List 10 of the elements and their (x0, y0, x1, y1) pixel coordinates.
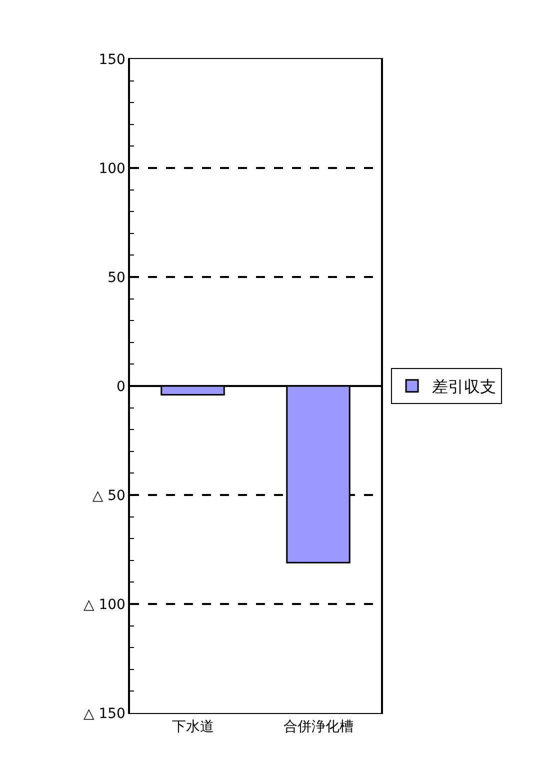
legend-label: 差引収支 (432, 377, 496, 396)
y-tick-label: △ 100 (83, 596, 126, 613)
y-tick-label: 0 (116, 378, 126, 395)
x-tick-label: 合併浄化槽 (283, 718, 354, 735)
y-tick-label: △ 50 (92, 488, 126, 504)
y-tick-label: 100 (98, 160, 126, 177)
y-tick-label: 150 (98, 52, 126, 68)
x-tick-label: 下水道 (172, 718, 214, 735)
y-tick-label: △ 150 (83, 706, 126, 722)
y-tick-label: 50 (108, 270, 126, 286)
